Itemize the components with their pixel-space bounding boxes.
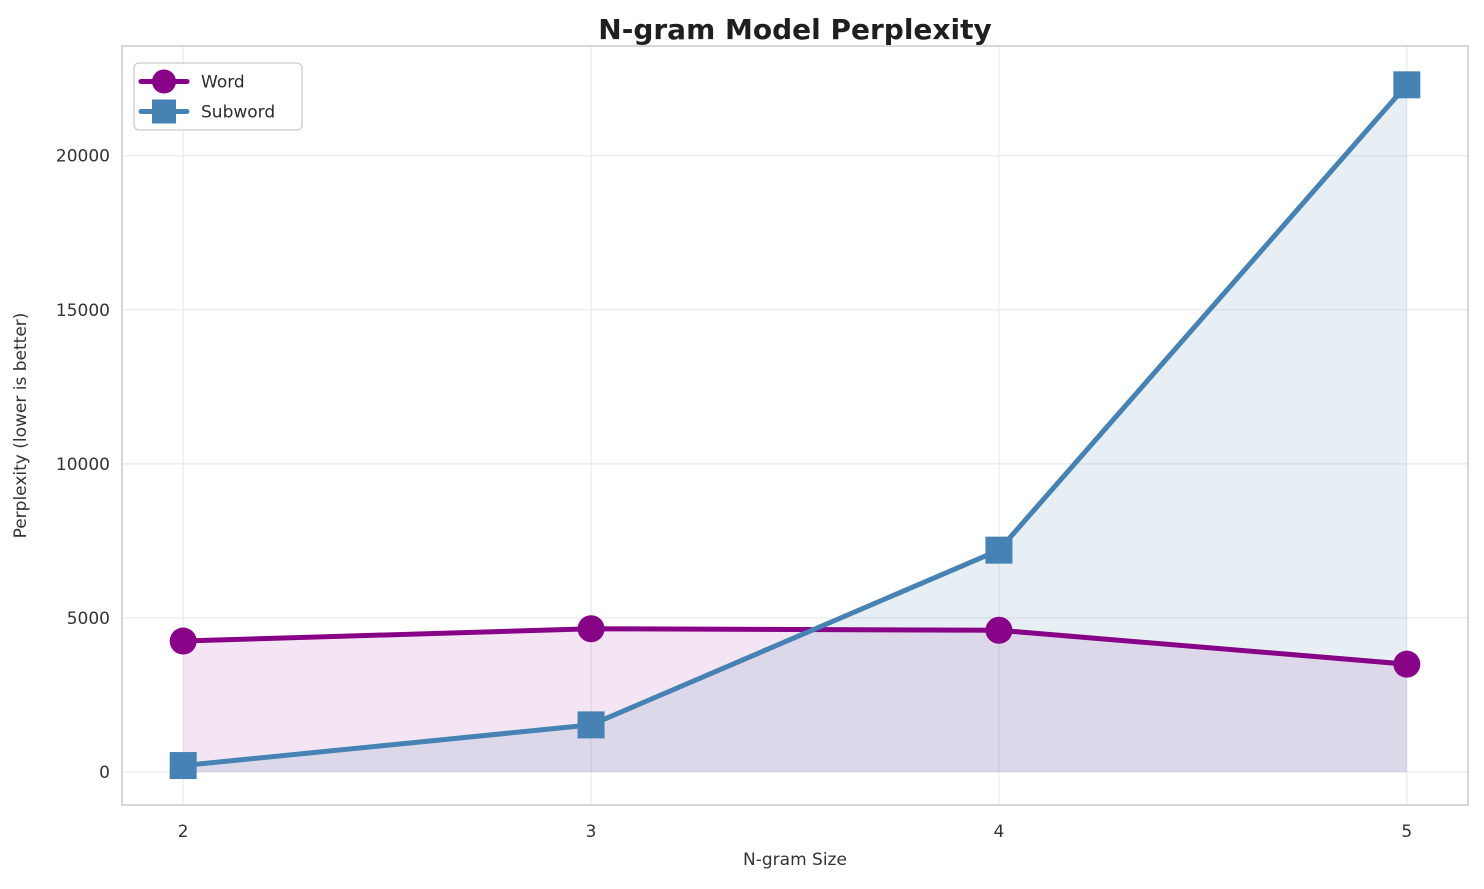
subword-marker: [985, 536, 1013, 564]
plot-background: [122, 46, 1468, 805]
y-tick-label: 20000: [56, 147, 110, 167]
plot-border: [121, 45, 1469, 806]
y-axis-label: Perplexity (lower is better): [11, 313, 31, 539]
y-tick-label: 0: [99, 763, 110, 783]
spine-layer: [121, 45, 1469, 806]
tick-layer: 0 5000 10000 15000 20000 2 3 4 5: [56, 147, 1412, 842]
x-axis-label: N-gram Size: [743, 850, 847, 870]
word-marker: [169, 627, 197, 655]
word-marker: [1393, 650, 1421, 678]
chart-title: N-gram Model Perplexity: [598, 13, 991, 46]
y-tick-label: 10000: [56, 455, 110, 475]
legend-label-subword: Subword: [201, 103, 275, 123]
word-marker: [577, 615, 605, 643]
y-tick-label: 5000: [67, 609, 110, 629]
x-tick-label: 5: [1401, 822, 1412, 842]
x-tick-label: 3: [586, 822, 597, 842]
subword-marker: [1393, 71, 1421, 99]
legend: Word Subword: [133, 62, 303, 131]
subword-marker: [577, 711, 605, 739]
subword-marker: [169, 752, 197, 780]
subword-area: [183, 84, 1407, 773]
legend-subword-marker-icon: [152, 99, 176, 124]
series-layer: [169, 71, 1421, 780]
grid-layer: [122, 46, 1468, 805]
word-marker: [985, 616, 1013, 644]
y-tick-label: 15000: [56, 301, 110, 321]
word-line: [180, 626, 1410, 667]
legend-word-marker-icon: [152, 69, 176, 94]
legend-label-word: Word: [201, 73, 245, 93]
x-tick-label: 4: [994, 822, 1005, 842]
subword-line: [180, 82, 1410, 769]
x-tick-label: 2: [178, 822, 189, 842]
